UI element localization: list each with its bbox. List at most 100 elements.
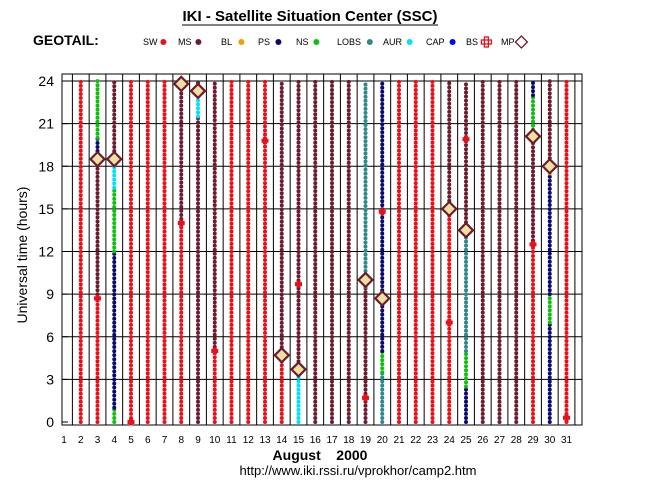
region-dot-sw <box>413 132 418 137</box>
region-dot-sw <box>564 286 569 291</box>
region-dot-ms <box>196 172 200 177</box>
region-dot-ms <box>330 189 334 194</box>
region-dot-ns <box>547 296 552 301</box>
region-dot-ms <box>346 241 351 246</box>
region-dot-sw <box>564 359 569 364</box>
region-dot-sw <box>531 347 535 352</box>
region-dot-sw <box>179 294 184 299</box>
region-dot-ms <box>179 148 184 153</box>
region-dot-sw <box>531 395 535 400</box>
region-dot-sw <box>447 379 452 384</box>
region-dot-sw <box>179 367 184 372</box>
region-dot-sw <box>564 108 569 113</box>
legend: SW MS BL PS NS LOBS AUR CAP BS MP <box>143 35 529 49</box>
region-dot-ms <box>514 318 519 323</box>
region-dot-ms <box>313 132 318 137</box>
region-dot-ms <box>279 308 284 313</box>
region-dot-sw <box>78 241 83 246</box>
region-dot-lobs <box>363 220 368 225</box>
region-dot-sw <box>162 367 167 372</box>
region-dot-ms <box>179 152 184 157</box>
region-dot-sw <box>263 399 267 404</box>
region-dot-ns <box>95 131 100 136</box>
region-dot-ms <box>480 330 485 335</box>
region-dot-ms <box>296 177 301 182</box>
region-dot-lobs <box>363 86 368 91</box>
region-dot-sw <box>413 326 418 331</box>
region-dot-ms <box>212 126 217 131</box>
region-dot-ms <box>313 152 318 157</box>
region-dot-ms <box>279 142 284 147</box>
region-dot-sw <box>229 185 234 190</box>
region-dot-ms <box>346 371 351 376</box>
region-dot-ms <box>330 330 334 335</box>
region-dot-ms <box>363 290 368 295</box>
region-dot-sw <box>145 399 150 404</box>
region-dot-sw <box>246 379 251 384</box>
region-dot-sw <box>447 371 452 376</box>
region-dot-ms <box>296 290 301 295</box>
region-dot-ms <box>346 363 351 368</box>
region-dot-ps <box>112 272 117 277</box>
region-dot-sw <box>229 355 234 360</box>
region-dot-ms <box>346 326 351 331</box>
region-dot-sw <box>162 233 167 238</box>
region-dot-sw <box>179 415 184 420</box>
region-dot-sw <box>263 201 267 206</box>
region-dot-sw <box>430 399 435 404</box>
region-dot-sw <box>229 395 234 400</box>
region-dot-ms <box>497 164 502 169</box>
region-dot-sw <box>145 100 150 105</box>
region-dot-sw <box>162 383 167 388</box>
region-dot-ms <box>279 162 284 167</box>
region-dot-sw <box>179 225 184 230</box>
region-dot-sw <box>531 367 535 372</box>
region-dot-sw <box>95 379 100 384</box>
region-dot-ms <box>330 177 334 182</box>
region-dot-sw <box>430 339 435 344</box>
region-dot-sw <box>95 367 100 372</box>
region-dot-ms <box>514 87 519 92</box>
region-dot-sw <box>162 217 167 222</box>
region-dot-ms <box>447 121 452 126</box>
region-dot-ms <box>313 164 318 169</box>
region-dot-ms <box>212 227 217 232</box>
bow-shock-marker <box>445 319 453 327</box>
region-dot-ms <box>196 253 200 258</box>
region-dot-ms <box>480 407 485 412</box>
region-dot-sw <box>145 140 150 145</box>
region-dot-ps <box>380 316 385 321</box>
region-dot-sw <box>263 160 267 165</box>
region-dot-ms <box>514 100 519 105</box>
region-dot-ms <box>296 169 301 174</box>
region-dot-sw <box>430 407 435 412</box>
region-dot-sw <box>397 124 401 129</box>
region-dot-sw <box>413 314 418 319</box>
region-dot-ms <box>514 359 519 364</box>
region-dot-ps <box>380 126 385 131</box>
region-dot-lobs <box>363 244 368 249</box>
region-dot-sw <box>531 351 535 356</box>
region-dot-ms <box>497 229 502 234</box>
region-dot-ms <box>179 91 184 96</box>
region-dot-ms <box>363 302 368 307</box>
region-dot-sw <box>229 140 234 145</box>
region-dot-sw <box>397 270 401 275</box>
region-dot-sw <box>430 355 435 360</box>
region-dot-ms <box>480 185 485 190</box>
region-dot-ps <box>380 85 385 90</box>
region-dot-sw <box>129 266 133 271</box>
region-dot-sw <box>229 116 234 121</box>
region-dot-ms <box>212 118 217 123</box>
region-dot-sw <box>179 258 184 263</box>
region-dot-ms <box>330 197 334 202</box>
region-dot-aur <box>112 185 117 190</box>
region-dot-ns <box>531 119 535 124</box>
region-dot-sw <box>279 375 284 380</box>
region-dot-sw <box>179 330 184 335</box>
region-dot-sw <box>229 383 234 388</box>
region-dot-sw <box>413 128 418 133</box>
x-tick-label: 9 <box>195 435 201 446</box>
region-dot-ms <box>346 120 351 125</box>
region-dot-ps <box>380 247 385 252</box>
